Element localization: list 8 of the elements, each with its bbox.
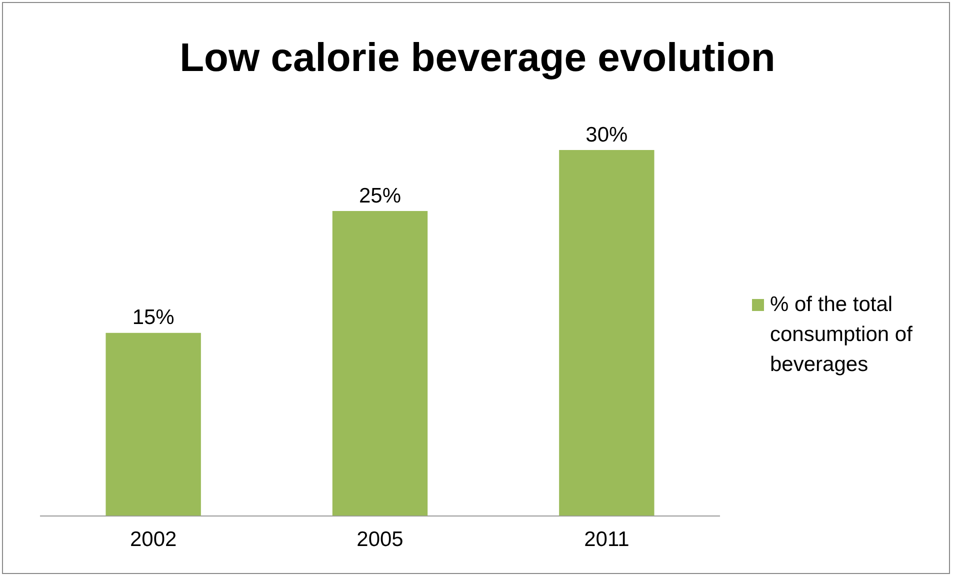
data-label: 30%: [586, 123, 628, 146]
data-label: 25%: [358, 184, 402, 208]
x-tick-label: 2002: [130, 528, 177, 552]
x-tick-label: 2005: [356, 528, 404, 552]
chart-title: Low calorie beverage evolution: [178, 36, 776, 81]
x-tick-label: 2011: [584, 528, 630, 552]
legend-label: % of the total consumption of beverages: [770, 292, 914, 378]
data-label: 15%: [132, 306, 174, 330]
